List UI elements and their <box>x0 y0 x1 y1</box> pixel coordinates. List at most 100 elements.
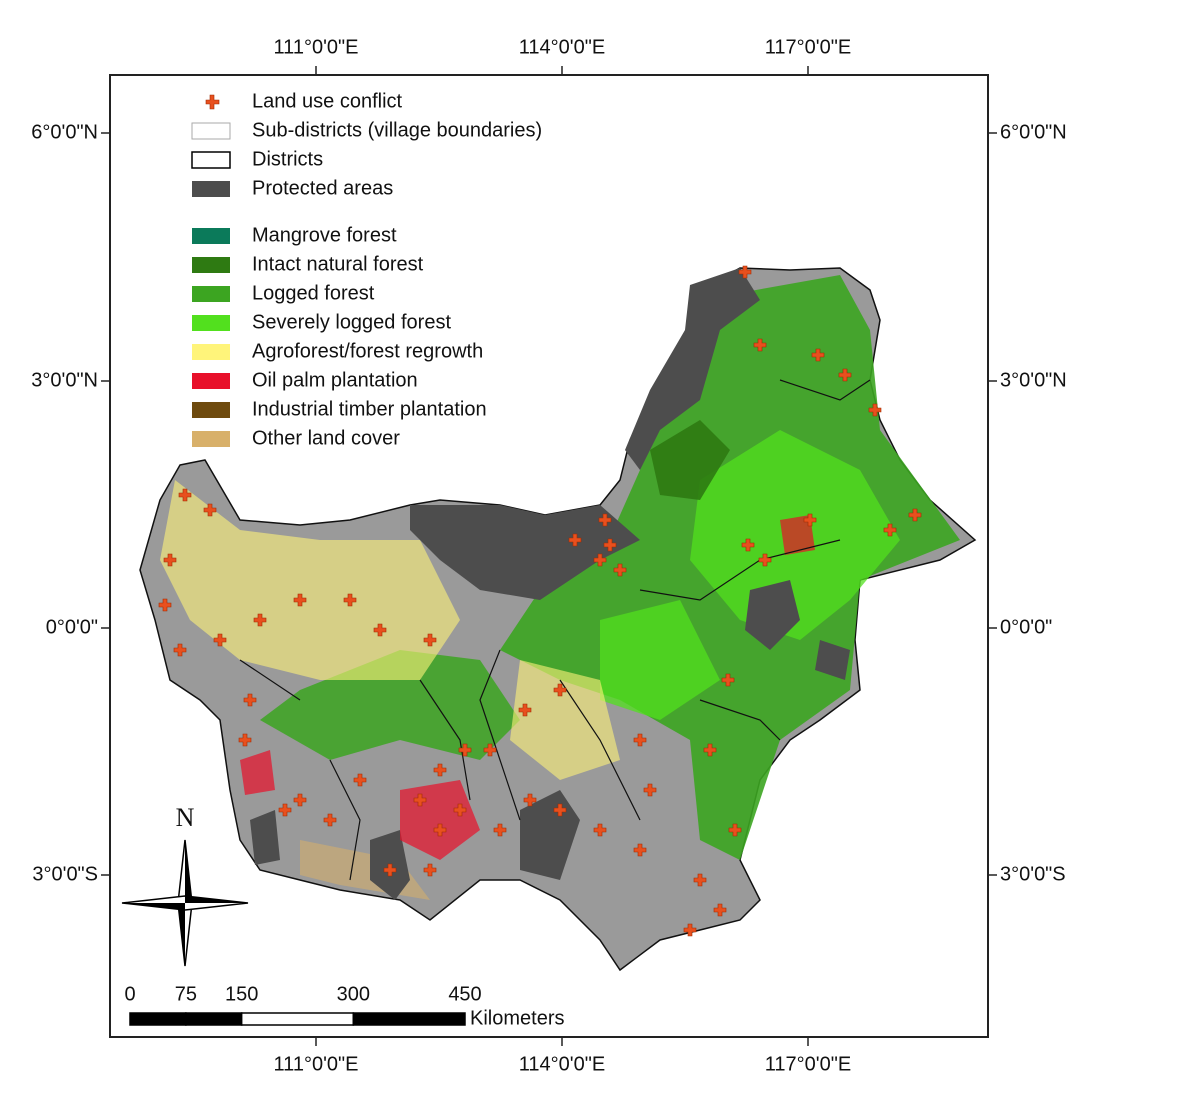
legend-swatch <box>191 151 231 169</box>
scale-tick-label: 0 <box>124 983 135 1005</box>
latitude-label: 0°0'0" <box>1000 616 1052 638</box>
north-arrow: N <box>121 803 249 967</box>
legend-swatch <box>192 257 230 273</box>
legend-label: Severely logged forest <box>252 311 451 333</box>
legend-swatch <box>192 315 230 331</box>
scale-unit: Kilometers <box>470 1007 564 1029</box>
latitude-label: 3°0'0"S <box>1000 863 1066 885</box>
latitude-label: 3°0'0"S <box>32 863 98 885</box>
conflict-markers <box>158 265 922 937</box>
conflict-marker <box>253 613 267 627</box>
conflict-marker <box>908 508 922 522</box>
scale-segment <box>352 1012 466 1026</box>
conflict-marker <box>323 813 337 827</box>
conflict-marker <box>213 633 227 647</box>
conflict-marker <box>811 348 825 362</box>
conflict-marker <box>278 803 292 817</box>
legend-swatch <box>192 344 230 360</box>
conflict-marker <box>803 513 817 527</box>
conflict-marker <box>693 873 707 887</box>
legend-swatch <box>191 122 231 140</box>
conflict-marker <box>633 843 647 857</box>
conflict-marker <box>433 763 447 777</box>
conflict-marker <box>738 265 752 279</box>
scale-segment <box>240 1012 355 1026</box>
conflict-marker <box>703 743 717 757</box>
conflict-marker <box>373 623 387 637</box>
protected-areas <box>250 268 850 900</box>
longitude-label: 114°0'0"E <box>519 1053 605 1075</box>
scale-segment <box>129 1012 187 1026</box>
latitude-label: 3°0'0"N <box>1000 369 1067 391</box>
conflict-marker <box>838 368 852 382</box>
conflict-marker <box>721 673 735 687</box>
conflict-marker <box>523 793 537 807</box>
scale-segment <box>185 1012 243 1026</box>
legend-swatch <box>192 181 230 197</box>
legend-label: Oil palm plantation <box>252 369 418 391</box>
legend-label: Industrial timber plantation <box>252 398 487 420</box>
conflict-marker <box>753 338 767 352</box>
conflict-marker <box>173 643 187 657</box>
latitude-label: 6°0'0"N <box>31 121 98 143</box>
conflict-marker <box>458 743 472 757</box>
north-label: N <box>176 803 195 832</box>
conflict-marker <box>593 823 607 837</box>
conflict-marker <box>758 553 772 567</box>
agroforest-west <box>160 480 620 780</box>
legend-label: Land use conflict <box>252 90 403 112</box>
conflict-marker <box>603 538 617 552</box>
conflict-marker <box>178 488 192 502</box>
conflict-marker <box>293 793 307 807</box>
conflict-marker <box>433 823 447 837</box>
conflict-marker <box>493 823 507 837</box>
conflict-marker <box>741 538 755 552</box>
conflict-marker <box>518 703 532 717</box>
scale-tick-label: 450 <box>448 983 481 1005</box>
arrow-star <box>122 903 185 910</box>
conflict-marker <box>553 683 567 697</box>
conflict-marker <box>203 503 217 517</box>
legend-swatch <box>192 431 230 447</box>
longitude-label: 117°0'0"E <box>765 1053 851 1075</box>
intact-forest <box>650 420 730 500</box>
conflict-marker <box>553 803 567 817</box>
conflict-marker <box>683 923 697 937</box>
conflict-marker <box>868 403 882 417</box>
conflict-marker <box>423 863 437 877</box>
conflict-marker <box>163 553 177 567</box>
legend-label: Logged forest <box>252 282 375 304</box>
longitude-label: 114°0'0"E <box>519 36 605 58</box>
conflict-marker <box>883 523 897 537</box>
conflict-marker <box>238 733 252 747</box>
scale-tick-label: 300 <box>337 983 370 1005</box>
conflict-marker <box>593 553 607 567</box>
legend-swatch <box>192 228 230 244</box>
conflict-marker <box>633 733 647 747</box>
legend-label: Mangrove forest <box>252 224 397 246</box>
latitude-label: 3°0'0"N <box>31 369 98 391</box>
legend-label: Intact natural forest <box>252 253 424 275</box>
conflict-marker <box>343 593 357 607</box>
legend-label: Protected areas <box>252 177 393 199</box>
conflict-marker <box>453 803 467 817</box>
arrow-star <box>185 840 192 903</box>
legend-label: Agroforest/forest regrowth <box>252 340 483 362</box>
district-boundaries <box>239 379 871 881</box>
arrow-star <box>185 896 248 903</box>
latitude-label: 0°0'0" <box>46 616 98 638</box>
conflict-marker <box>413 793 427 807</box>
conflict-marker <box>643 783 657 797</box>
conflict-marker <box>568 533 582 547</box>
legend-label: Other land cover <box>252 427 400 449</box>
scale-tick-label: 75 <box>175 983 197 1005</box>
legend-symbol <box>205 94 220 110</box>
longitude-label: 111°0'0"E <box>274 1053 359 1075</box>
conflict-marker <box>353 773 367 787</box>
conflict-marker <box>243 693 257 707</box>
conflict-marker <box>423 633 437 647</box>
conflict-marker <box>713 903 727 917</box>
conflict-marker <box>158 598 172 612</box>
land-cover <box>139 267 977 972</box>
